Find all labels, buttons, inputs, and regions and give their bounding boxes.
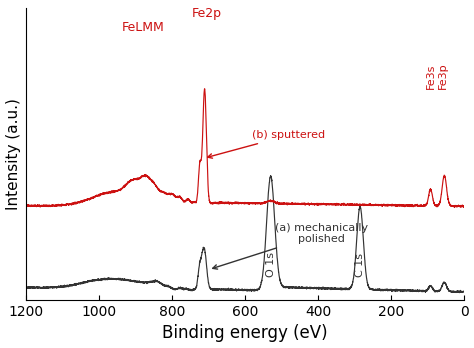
Text: C 1s: C 1s xyxy=(355,253,365,277)
X-axis label: Binding energy (eV): Binding energy (eV) xyxy=(162,324,328,342)
Text: Fe3p: Fe3p xyxy=(438,62,448,89)
Text: (a) mechanically
polished: (a) mechanically polished xyxy=(213,223,368,269)
Text: O 1s: O 1s xyxy=(266,252,276,277)
Text: Fe2p: Fe2p xyxy=(192,7,222,19)
Text: FeLMM: FeLMM xyxy=(121,21,164,34)
Y-axis label: Intensity (a.u.): Intensity (a.u.) xyxy=(6,98,20,210)
Text: (b) sputtered: (b) sputtered xyxy=(208,130,326,158)
Text: Fe3s: Fe3s xyxy=(426,64,436,89)
